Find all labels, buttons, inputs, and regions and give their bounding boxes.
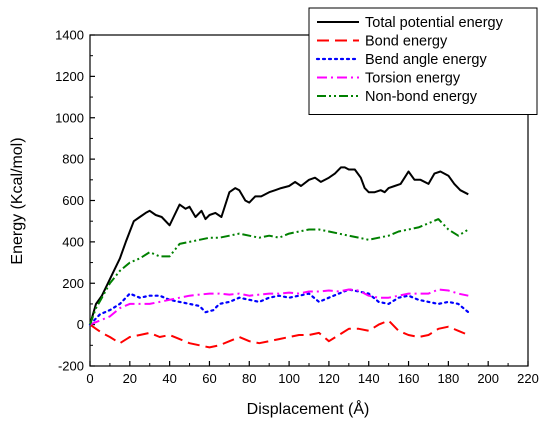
x-tick-label: 0 xyxy=(86,371,93,386)
series-line-3 xyxy=(89,288,469,326)
legend-label-0: Total potential energy xyxy=(365,15,504,31)
y-tick-label: 200 xyxy=(62,276,84,291)
x-tick-label: 60 xyxy=(202,371,216,386)
x-tick-label: 180 xyxy=(438,371,460,386)
x-tick-label: 20 xyxy=(123,371,137,386)
series-line-0 xyxy=(89,166,469,325)
x-tick-label: 100 xyxy=(278,371,300,386)
y-axis: -200 0 200 400 600 800 1000 1200 1400 xyxy=(55,28,95,374)
x-tick-label: 220 xyxy=(517,371,539,386)
series-layer xyxy=(88,166,470,349)
y-tick-label: 400 xyxy=(62,234,84,249)
legend-label-4: Non-bond energy xyxy=(365,89,478,105)
series-line-2 xyxy=(88,288,470,326)
legend: Total potential energy Bond energy Bend an… xyxy=(308,7,538,115)
x-axis-title: Displacement (Å) xyxy=(247,399,370,418)
y-tick-label: 0 xyxy=(77,317,84,332)
x-tick-label: 200 xyxy=(477,371,499,386)
series-line-1 xyxy=(89,319,469,349)
y-tick-label: 1200 xyxy=(55,69,84,84)
x-tick-label: 140 xyxy=(358,371,380,386)
x-tick-label: 120 xyxy=(318,371,340,386)
y-tick-label: 1400 xyxy=(55,28,84,43)
series-line-4 xyxy=(89,218,469,325)
y-axis-title: Energy (Kcal/mol) xyxy=(9,137,26,264)
legend-label-3: Torsion energy xyxy=(365,71,461,87)
x-axis: 0 20 40 60 80 100 120 140 160 180 200 220 xyxy=(86,361,539,386)
y-tick-label: 800 xyxy=(62,152,84,167)
x-tick-label: 160 xyxy=(398,371,420,386)
y-tick-label: 600 xyxy=(62,193,84,208)
legend-label-2: Bend angle energy xyxy=(365,52,487,68)
y-tick-label: 1000 xyxy=(55,110,84,125)
x-tick-label: 80 xyxy=(242,371,256,386)
y-tick-label: -200 xyxy=(58,359,84,374)
x-tick-label: 40 xyxy=(162,371,176,386)
legend-label-1: Bond energy xyxy=(365,34,448,50)
